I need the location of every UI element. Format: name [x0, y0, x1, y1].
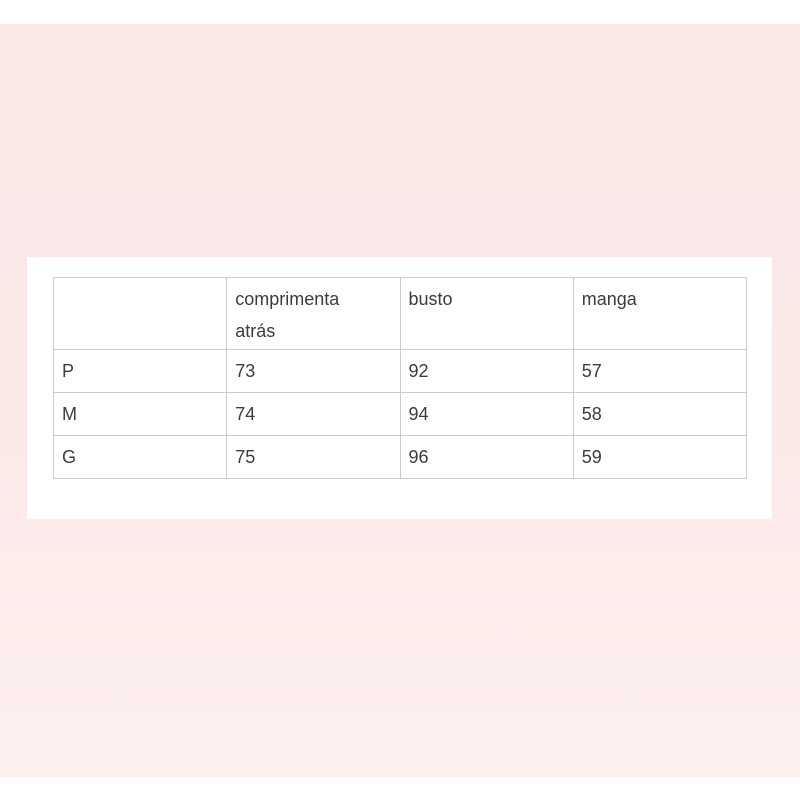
table-row-m: M 74 94 58: [52, 392, 748, 436]
value-comprimenta-atras-m: 74: [226, 392, 401, 436]
value-busto-p: 92: [399, 349, 574, 393]
size-label: M: [52, 392, 228, 436]
size-chart-table: comprimenta atrás busto manga P 73 92 57…: [52, 277, 748, 479]
value-comprimenta-atras-p: 73: [226, 349, 401, 393]
header-cell-comprimenta-atras: comprimenta atrás: [226, 277, 401, 350]
size-chart-panel: comprimenta atrás busto manga P 73 92 57…: [27, 257, 772, 519]
table-row-g: G 75 96 59: [52, 435, 748, 479]
size-label: G: [52, 435, 228, 479]
value-manga-m: 58: [572, 392, 748, 436]
value-manga-g: 59: [572, 435, 748, 479]
table-header-row: comprimenta atrás busto manga: [52, 277, 748, 350]
value-manga-p: 57: [572, 349, 748, 393]
header-cell-size: [52, 277, 228, 350]
value-comprimenta-atras-g: 75: [226, 435, 401, 479]
value-busto-m: 94: [399, 392, 574, 436]
table-row-p: P 73 92 57: [52, 349, 748, 393]
header-cell-busto: busto: [399, 277, 574, 350]
value-busto-g: 96: [399, 435, 574, 479]
header-cell-manga: manga: [572, 277, 748, 350]
size-label: P: [52, 349, 228, 393]
